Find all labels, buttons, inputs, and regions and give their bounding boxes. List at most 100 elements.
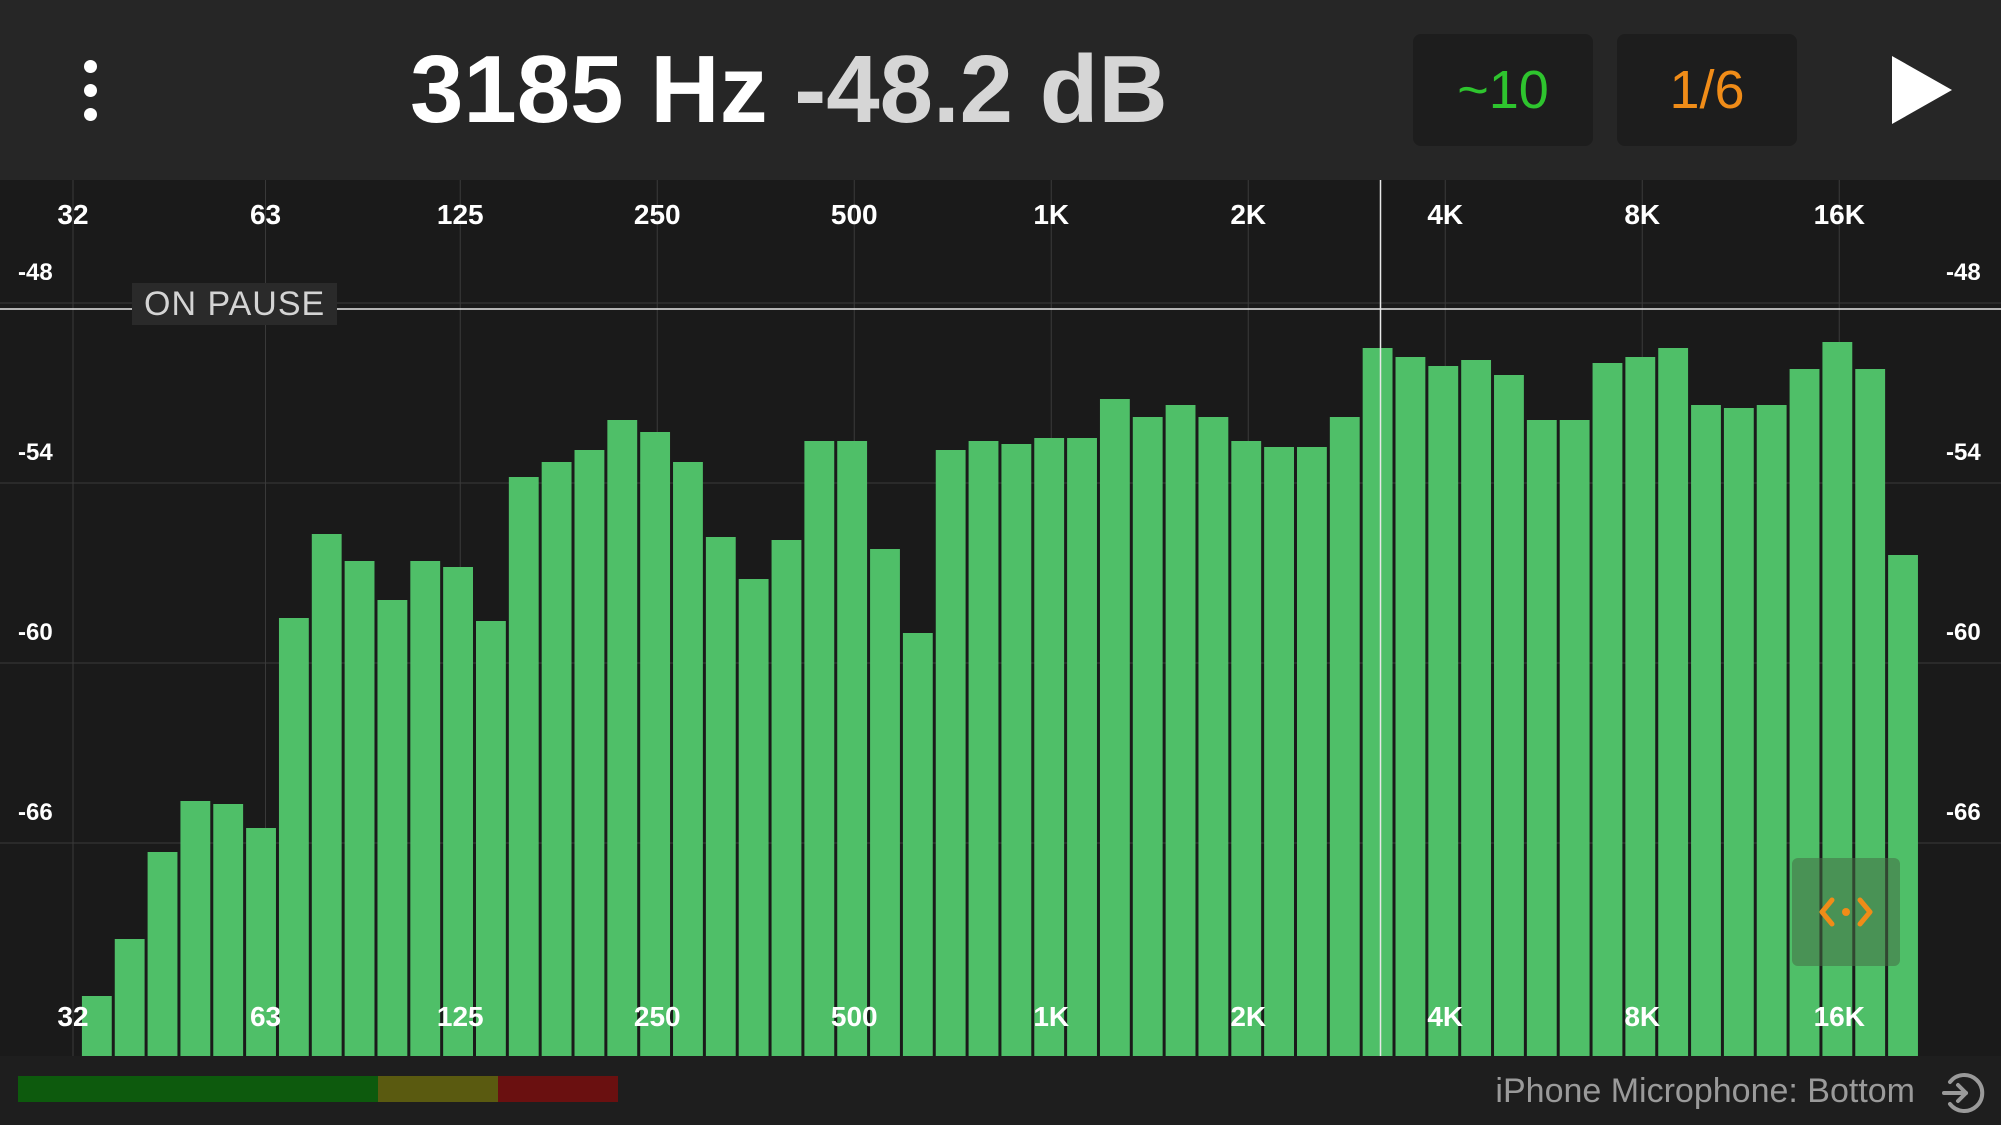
spectrum-bar [1099,399,1130,1056]
zoom-handle[interactable] [1792,858,1900,966]
spectrum-bar [1198,417,1229,1056]
meter-segment-yellow [378,1076,498,1102]
level-readout: -48.2 dB [794,36,1168,143]
spectrum-bar [902,633,933,1056]
bandwidth-button[interactable]: 1/6 [1617,34,1797,146]
x-tick-label-bottom: 32 [57,1001,88,1032]
play-button[interactable] [1880,50,1960,130]
spectrum-bar [147,852,178,1056]
spectrum-bar [508,477,539,1056]
spectrum-bar [1658,348,1689,1056]
meter-segment-green [18,1076,378,1102]
spectrum-bar [410,561,441,1056]
meter-segment-red [498,1076,618,1102]
spectrum-bar [114,939,145,1056]
spectrum-bar [1395,357,1426,1056]
spectrum-bar [870,549,900,1056]
spectrum-bar [1559,420,1590,1056]
x-tick-label-bottom: 1K [1033,1001,1069,1032]
input-level-meter [18,1076,618,1102]
spectrum-bar [1494,375,1524,1056]
x-tick-label-top: 125 [437,199,484,230]
x-tick-label-top: 63 [250,199,281,230]
x-tick-label-bottom: 8K [1624,1001,1660,1032]
spectrum-bar [804,441,835,1056]
spectrum-bar [1625,357,1656,1056]
spectrum-bar [607,420,638,1056]
peak-readout: 3185 Hz -48.2 dB [410,30,1168,150]
x-tick-label-top: 1K [1033,199,1069,230]
x-tick-label-bottom: 250 [634,1001,681,1032]
spectrum-bar [213,804,244,1056]
y-tick-label-right: -60 [1946,619,1981,646]
spectrum-bar [475,621,506,1056]
x-tick-label-top: 32 [57,199,88,230]
play-icon [1892,56,1952,124]
spectrum-bar [1691,405,1721,1056]
y-tick-label-right: -66 [1946,799,1981,826]
input-route-icon-svg [1942,1073,1985,1113]
x-tick-label-bottom: 2K [1230,1001,1266,1032]
y-tick-label-right: -48 [1946,259,1981,286]
spectrum-bar [1329,417,1360,1056]
spectrum-bar [1296,447,1327,1056]
spectrum-bar [837,441,868,1056]
spectrum-bar [1888,555,1918,1056]
x-tick-label-top: 250 [634,199,681,230]
spectrum-bar [443,567,473,1056]
x-tick-label-bottom: 16K [1814,1001,1865,1032]
x-tick-label-bottom: 125 [437,1001,484,1032]
y-tick-label-right: -54 [1946,439,1981,466]
spectrum-bar [1231,441,1262,1056]
spectrum-bar [673,462,703,1056]
more-vertical-icon-dot [83,83,97,97]
spectrum-bar [541,462,572,1056]
spectrum-bar [574,450,605,1056]
input-source-label[interactable]: iPhone Microphone: Bottom [1495,1072,1915,1110]
menu-button[interactable] [60,50,120,130]
spectrum-bar [935,450,966,1056]
y-tick-label-left: -60 [18,619,53,646]
spectrum-bar [640,432,671,1056]
x-tick-label-top: 16K [1814,199,1865,230]
spectrum-bar [738,579,769,1056]
spectrum-bar [246,828,276,1056]
y-tick-label-left: -66 [18,799,53,826]
spectrum-bar [771,540,802,1056]
spectrum-bar [377,600,408,1056]
spectrum-bar [1592,363,1623,1056]
spectrum-bar [1526,420,1557,1056]
spectrum-bar [1723,408,1754,1056]
x-tick-label-bottom: 500 [831,1001,878,1032]
spectrum-bar [705,537,736,1056]
more-vertical-icon [83,59,97,73]
x-tick-label-top: 2K [1230,199,1266,230]
spectrum-bar [1756,405,1787,1056]
spectrum-bar [1264,447,1294,1056]
more-vertical-icon-dot [83,107,97,121]
x-tick-label-top: 8K [1624,199,1660,230]
spectrum-bar [1034,438,1065,1056]
spectrum-bar [311,534,342,1056]
status-badge: ON PAUSE [132,283,338,325]
spectrum-bar [1362,348,1393,1056]
spectrum-bar [1001,444,1032,1056]
x-tick-label-top: 500 [831,199,878,230]
y-tick-label-left: -54 [18,439,53,466]
input-route-icon[interactable] [1940,1070,1986,1116]
averaging-button[interactable]: ~10 [1413,34,1593,146]
spectrum-bar [1461,360,1492,1056]
pan-arrows-icon [1819,897,1873,927]
spectrum-bar [180,801,211,1056]
spectrum-bar [1428,366,1459,1056]
y-tick-label-left: -48 [18,259,53,286]
spectrum-bar [81,996,112,1056]
top-bar: 3185 Hz -48.2 dB ~10 1/6 [0,0,2001,180]
x-tick-label-bottom: 63 [250,1001,281,1032]
spectrum-bar [1165,405,1196,1056]
frequency-readout: 3185 Hz [410,36,768,143]
spectrum-chart[interactable]: 32 32 63 63 125 125 250 250 500 500 1K 1K 2K 2K 4K 4K 8K… [0,180,2001,1056]
spectrum-bar [1067,438,1097,1056]
x-tick-label-top: 4K [1427,199,1463,230]
